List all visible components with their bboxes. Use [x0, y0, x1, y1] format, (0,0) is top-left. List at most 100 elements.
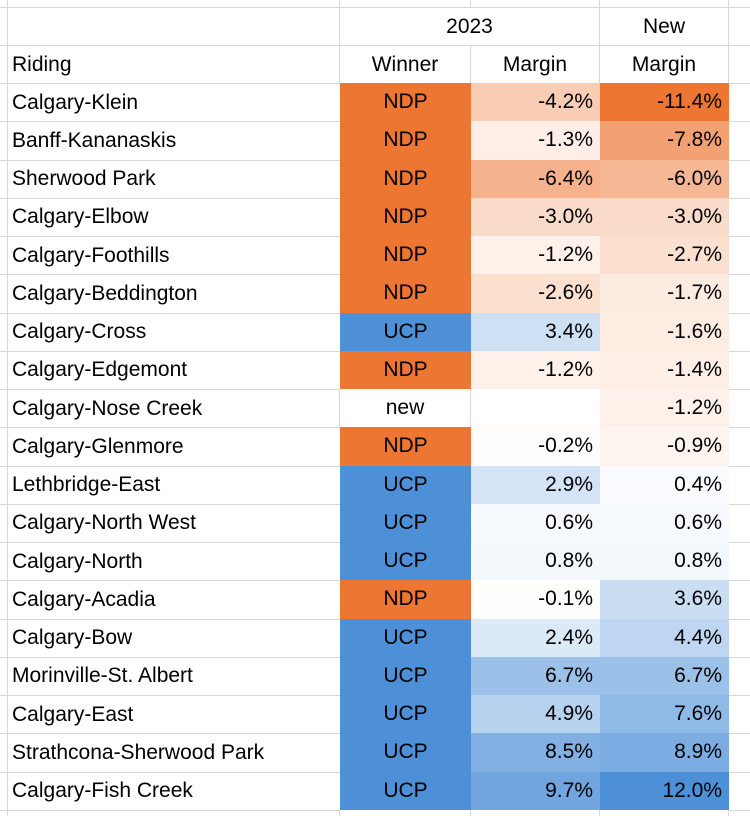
sheet-cell-empty[interactable] — [471, 809, 600, 816]
cell-margin[interactable]: -1.3% — [471, 121, 600, 160]
sheet-cell-empty[interactable] — [729, 695, 750, 733]
cell-riding[interactable]: Calgary-Acadia — [8, 580, 340, 618]
sheet-cell-empty[interactable] — [729, 580, 750, 618]
cell-riding[interactable]: Calgary-Nose Creek — [8, 389, 340, 428]
cell-margin[interactable]: 8.5% — [471, 733, 600, 772]
sheet-cell-empty[interactable] — [729, 389, 750, 427]
cell-new-margin[interactable]: -2.7% — [600, 236, 729, 275]
cell-winner[interactable]: NDP — [340, 159, 471, 198]
sheet-cell-empty[interactable] — [729, 618, 750, 657]
cell-winner[interactable]: UCP — [340, 618, 471, 657]
cell-margin[interactable]: -4.2% — [471, 83, 600, 122]
cell-winner[interactable]: NDP — [340, 427, 471, 466]
cell-riding[interactable]: Calgary-North West — [8, 503, 340, 542]
cell-new-margin[interactable]: 4.4% — [600, 618, 729, 657]
cell-riding[interactable]: Calgary-Foothills — [8, 236, 340, 274]
sheet-cell-empty[interactable] — [729, 312, 750, 351]
sheet-cell-empty[interactable] — [471, 0, 600, 7]
cell-new-margin[interactable]: 7.6% — [600, 695, 729, 734]
cell-riding[interactable]: Lethbridge-East — [8, 465, 340, 504]
sheet-cell-empty[interactable] — [729, 465, 750, 504]
sheet-cell-empty[interactable] — [8, 0, 340, 7]
sheet-cell-empty[interactable] — [729, 159, 750, 198]
cell-new-margin[interactable]: -6.0% — [600, 159, 729, 198]
sheet-cell-empty[interactable] — [729, 656, 750, 695]
sheet-cell-empty[interactable] — [729, 0, 750, 7]
sheet-cell-empty[interactable] — [729, 236, 750, 274]
sheet-cell-empty[interactable] — [8, 7, 340, 45]
sheet-cell-empty[interactable] — [729, 83, 750, 121]
sheet-cell-empty[interactable] — [600, 0, 729, 7]
cell-winner[interactable]: UCP — [340, 312, 471, 351]
sheet-cell-empty[interactable] — [729, 45, 750, 83]
sheet-cell-empty[interactable] — [729, 542, 750, 580]
header-riding[interactable]: Riding — [8, 45, 340, 83]
cell-riding[interactable]: Calgary-Beddington — [8, 274, 340, 312]
cell-riding[interactable]: Calgary-Cross — [8, 312, 340, 351]
cell-margin[interactable]: -2.6% — [471, 274, 600, 313]
cell-new-margin[interactable]: 0.6% — [600, 503, 729, 542]
cell-new-margin[interactable]: -1.4% — [600, 350, 729, 389]
sheet-cell-empty[interactable] — [729, 771, 750, 810]
cell-riding[interactable]: Morinville-St. Albert — [8, 656, 340, 695]
cell-new-margin[interactable]: 0.8% — [600, 542, 729, 581]
cell-winner[interactable]: UCP — [340, 503, 471, 542]
cell-winner[interactable]: UCP — [340, 771, 471, 810]
cell-winner[interactable]: UCP — [340, 465, 471, 504]
cell-margin[interactable]: 9.7% — [471, 771, 600, 810]
cell-riding[interactable]: Calgary-East — [8, 695, 340, 733]
sheet-cell-empty[interactable] — [340, 0, 471, 7]
cell-margin[interactable]: -1.2% — [471, 236, 600, 275]
cell-new-margin[interactable]: -7.8% — [600, 121, 729, 160]
cell-winner[interactable]: NDP — [340, 121, 471, 160]
cell-riding[interactable]: Calgary-Fish Creek — [8, 771, 340, 810]
cell-margin[interactable]: 4.9% — [471, 695, 600, 734]
sheet-cell-empty[interactable] — [729, 274, 750, 312]
sheet-cell-empty[interactable] — [729, 350, 750, 389]
cell-new-margin[interactable]: -1.2% — [600, 389, 729, 428]
cell-winner[interactable]: NDP — [340, 83, 471, 122]
cell-new-margin[interactable]: 12.0% — [600, 771, 729, 810]
cell-margin[interactable] — [471, 389, 600, 428]
sheet-cell-empty[interactable] — [729, 503, 750, 542]
cell-winner[interactable]: UCP — [340, 733, 471, 772]
cell-margin[interactable]: -1.2% — [471, 350, 600, 389]
cell-new-margin[interactable]: 0.4% — [600, 465, 729, 504]
cell-margin[interactable]: 2.4% — [471, 618, 600, 657]
cell-riding[interactable]: Calgary-North — [8, 542, 340, 580]
cell-winner[interactable]: NDP — [340, 350, 471, 389]
cell-new-margin[interactable]: -3.0% — [600, 197, 729, 236]
cell-new-margin[interactable]: -0.9% — [600, 427, 729, 466]
cell-riding[interactable]: Calgary-Glenmore — [8, 427, 340, 465]
cell-riding[interactable]: Calgary-Bow — [8, 618, 340, 657]
cell-winner[interactable]: UCP — [340, 656, 471, 695]
cell-margin[interactable]: 2.9% — [471, 465, 600, 504]
cell-new-margin[interactable]: 3.6% — [600, 580, 729, 619]
sheet-cell-empty[interactable] — [729, 733, 750, 771]
cell-winner[interactable]: new — [340, 389, 471, 428]
cell-margin[interactable]: 3.4% — [471, 312, 600, 351]
sheet-cell-empty[interactable] — [729, 809, 750, 816]
header-group-2023[interactable]: 2023 — [340, 7, 600, 45]
cell-riding[interactable]: Strathcona-Sherwood Park — [8, 733, 340, 771]
cell-margin[interactable]: -0.2% — [471, 427, 600, 466]
cell-new-margin[interactable]: -11.4% — [600, 83, 729, 122]
sheet-cell-empty[interactable] — [729, 121, 750, 159]
header-margin[interactable]: Margin — [471, 45, 600, 83]
cell-riding[interactable]: Calgary-Klein — [8, 83, 340, 121]
cell-margin[interactable]: -6.4% — [471, 159, 600, 198]
cell-riding[interactable]: Calgary-Edgemont — [8, 350, 340, 389]
cell-winner[interactable]: NDP — [340, 197, 471, 236]
header-group-new[interactable]: New — [600, 7, 729, 45]
cell-new-margin[interactable]: 6.7% — [600, 656, 729, 695]
sheet-cell-empty[interactable] — [8, 809, 340, 816]
cell-new-margin[interactable]: -1.6% — [600, 312, 729, 351]
cell-winner[interactable]: UCP — [340, 695, 471, 734]
cell-winner[interactable]: UCP — [340, 542, 471, 581]
sheet-cell-empty[interactable] — [729, 197, 750, 236]
header-new-margin[interactable]: Margin — [600, 45, 729, 83]
cell-riding[interactable]: Sherwood Park — [8, 159, 340, 198]
sheet-cell-empty[interactable] — [600, 809, 729, 816]
header-winner[interactable]: Winner — [340, 45, 471, 83]
cell-riding[interactable]: Calgary-Elbow — [8, 197, 340, 236]
